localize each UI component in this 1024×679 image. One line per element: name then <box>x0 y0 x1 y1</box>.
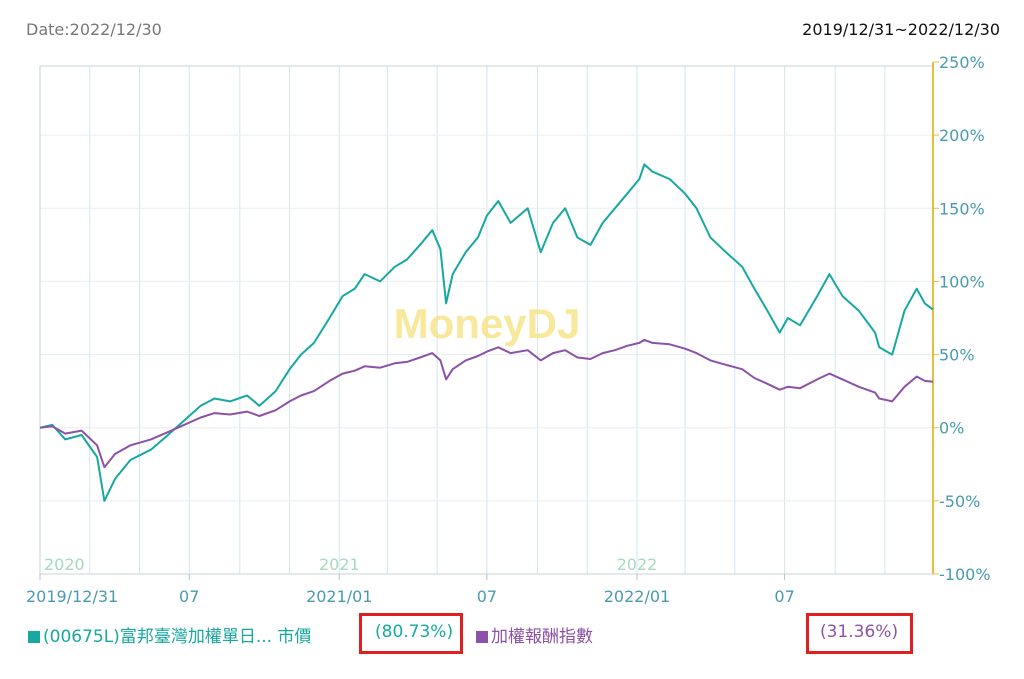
x-axis-ticks: 2019/12/31 07 2021/01 07 2022/01 07 <box>26 574 795 606</box>
legend-label-series2: 加權報酬指數 <box>491 627 593 647</box>
legend-swatch-series2 <box>476 631 488 643</box>
x-tick-label: 2019/12/31 <box>26 587 118 606</box>
legend-label-series1: (00675L)富邦臺灣加權單日... 市價 <box>43 627 312 647</box>
highlight-box-series2 <box>806 613 913 654</box>
y-tick-label: 100% <box>939 272 985 291</box>
legend-value-series1: (80.73%) <box>375 622 454 642</box>
date-range-label: 2019/12/31~2022/12/30 <box>802 20 1000 39</box>
year-label: 2020 <box>44 555 85 574</box>
x-tick-label: 2021/01 <box>306 587 372 606</box>
watermark: MoneyDJ <box>394 300 581 347</box>
y-tick-label: 200% <box>939 126 985 145</box>
year-labels: 2020 2021 2022 <box>44 555 657 574</box>
y-tick-label: -50% <box>939 492 980 511</box>
series-line-1 <box>39 163 934 502</box>
highlight-box-series1 <box>359 613 463 654</box>
year-label: 2022 <box>617 555 658 574</box>
y-tick-label: 0% <box>939 419 964 438</box>
chart-series <box>39 163 934 502</box>
x-tick-label: 07 <box>477 587 497 606</box>
x-tick-label: 07 <box>179 587 199 606</box>
date-label: Date:2022/12/30 <box>26 20 162 39</box>
y-tick-label: 250% <box>939 53 985 72</box>
series-line-2 <box>39 338 934 469</box>
legend-item-series1[interactable]: (00675L)富邦臺灣加權單日... 市價 <box>28 622 311 647</box>
legend-value-series2: (31.36%) <box>820 622 899 642</box>
legend-swatch-series1 <box>28 631 40 643</box>
y-tick-label: -100% <box>939 565 991 584</box>
x-tick-label: 07 <box>774 587 794 606</box>
year-label: 2021 <box>319 555 360 574</box>
y-tick-label: 150% <box>939 199 985 218</box>
legend-item-series2[interactable]: 加權報酬指數 <box>476 622 593 647</box>
y-axis-ticks: 250% 200% 150% 100% 50% 0% -50% -100% <box>933 53 991 584</box>
chart-gridlines <box>40 66 933 574</box>
y-tick-label: 50% <box>939 346 975 365</box>
x-tick-label: 2022/01 <box>604 587 670 606</box>
